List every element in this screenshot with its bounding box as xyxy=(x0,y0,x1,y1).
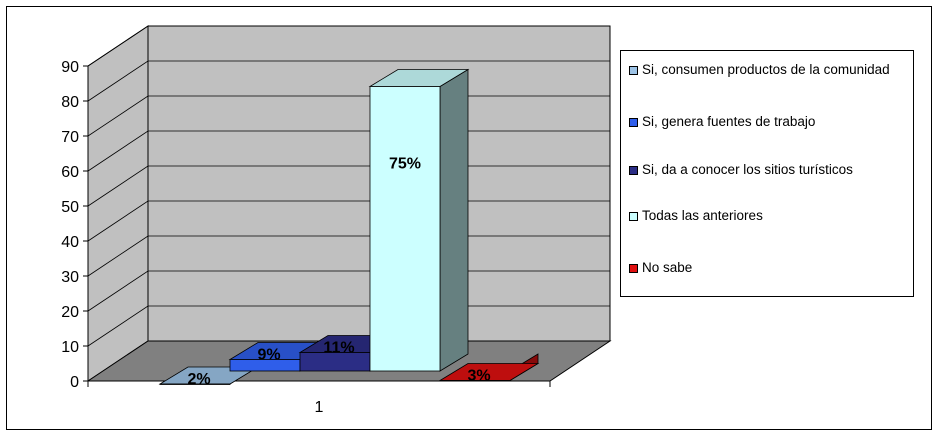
y-tick-label: 40 xyxy=(61,234,79,251)
y-tick-label: 10 xyxy=(61,339,79,356)
bar-front xyxy=(159,383,231,385)
legend: Si, consumen productos de la comunidad Si… xyxy=(620,50,914,297)
bar-front xyxy=(439,380,511,382)
legend-item: Si, genera fuentes de trabajo xyxy=(629,113,911,131)
side-wall xyxy=(87,25,149,382)
legend-item: Si, consumen productos de la comunidad xyxy=(629,61,911,79)
data-label: 2% xyxy=(187,371,210,388)
y-tick-label: 50 xyxy=(61,199,79,216)
gridline xyxy=(87,60,610,102)
bar xyxy=(438,353,540,382)
data-label: 3% xyxy=(467,368,490,385)
bar xyxy=(368,68,470,372)
bars xyxy=(158,68,540,385)
legend-swatch xyxy=(629,66,638,75)
y-tick-label: 80 xyxy=(61,94,79,111)
y-tick-labels: 0 10 20 30 40 50 60 70 80 90 xyxy=(61,59,79,391)
legend-swatch xyxy=(629,166,638,175)
y-tick-label: 0 xyxy=(70,374,79,391)
y-tick-label: 20 xyxy=(61,304,79,321)
y-tick-label: 90 xyxy=(61,59,79,76)
data-label: 75% xyxy=(389,156,421,173)
legend-label: Todas las anteriores xyxy=(642,208,763,223)
legend-swatch xyxy=(629,212,638,221)
legend-item: No sabe xyxy=(629,259,911,277)
legend-label: Si, consumen productos de la comunidad xyxy=(642,62,890,77)
y-tick-label: 60 xyxy=(61,164,79,181)
x-tick-label: 1 xyxy=(315,399,324,416)
legend-item: Si, da a conocer los sitios turísticos xyxy=(629,161,911,179)
data-label: 9% xyxy=(257,347,280,364)
legend-label: No sabe xyxy=(642,260,693,275)
data-labels: 2% 9% 11% 75% 3% xyxy=(187,156,490,389)
legend-label: Si, da a conocer los sitios turísticos xyxy=(642,162,853,177)
bar-side xyxy=(439,68,469,372)
data-label: 11% xyxy=(323,340,354,357)
gridline xyxy=(87,25,610,67)
y-tick-label: 70 xyxy=(61,129,79,146)
y-tick-label: 30 xyxy=(61,269,79,286)
legend-label: Si, genera fuentes de trabajo xyxy=(642,114,816,129)
legend-swatch xyxy=(629,264,638,273)
bar-front xyxy=(369,86,441,372)
legend-item: Todas las anteriores xyxy=(629,207,911,225)
chart-walls xyxy=(86,25,612,382)
x-tick-labels: 1 xyxy=(315,399,324,416)
legend-swatch xyxy=(629,118,638,127)
